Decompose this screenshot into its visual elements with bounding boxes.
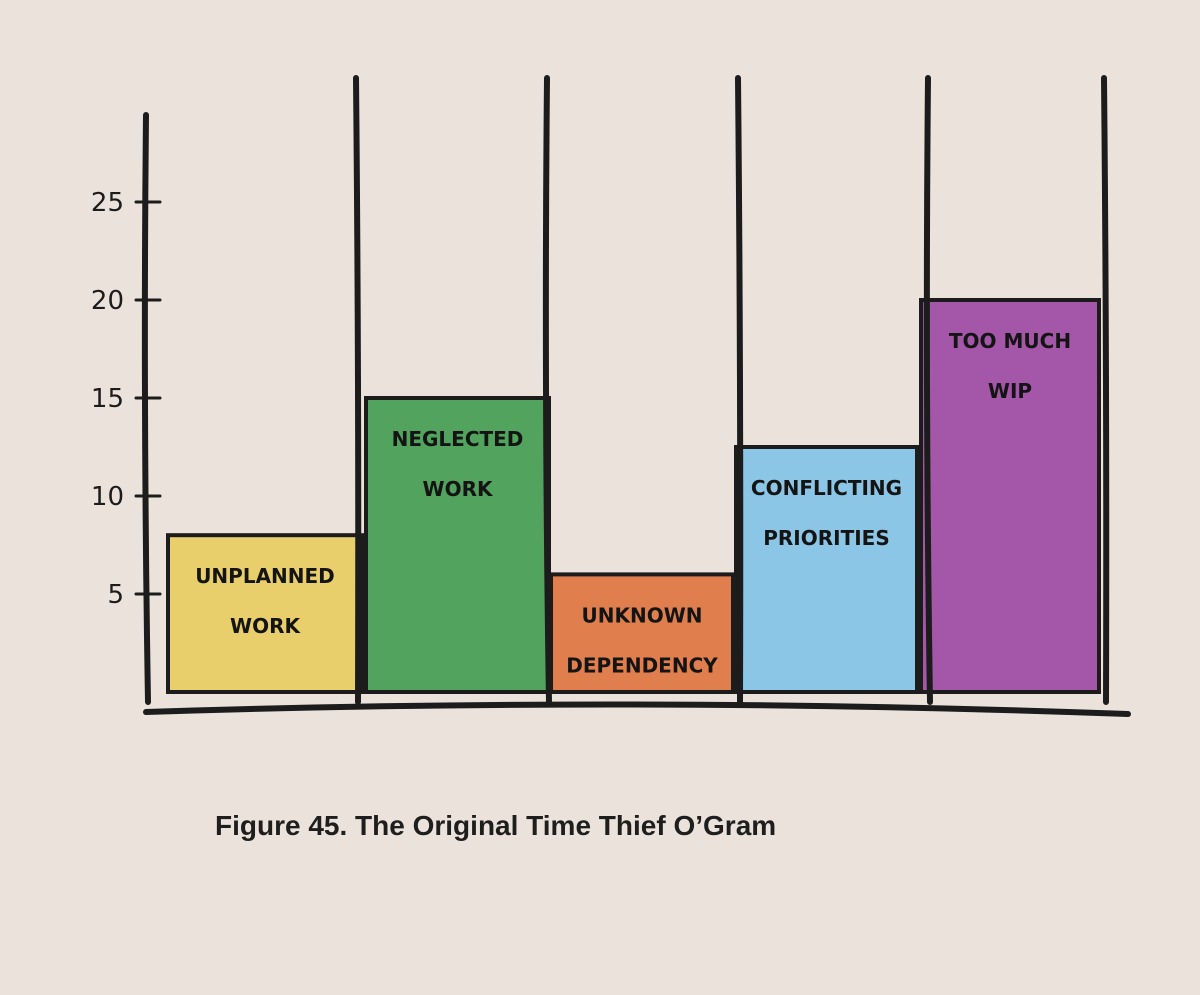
bar-label-line: UNKNOWN [581, 603, 702, 627]
bar-chart: UNPLANNED WORK NEGLECTED WORK UNKNOWN DEPENDE… [91, 75, 1131, 717]
bar-label-line: CONFLICTING [751, 476, 902, 500]
bar-label-line: WIP [988, 379, 1032, 403]
axes-group [141, 75, 1131, 717]
bar-label-line: UNPLANNED [195, 564, 335, 588]
column-divider-1 [353, 75, 362, 705]
y-tick-label-5: 5 [107, 580, 124, 610]
y-tick-label-25: 25 [91, 188, 124, 218]
y-tick-label-15: 15 [91, 384, 124, 414]
bar-5 [919, 298, 1101, 694]
y-tick-label-20: 20 [91, 286, 124, 316]
bar-label-2: NEGLECTED WORK [392, 427, 524, 501]
bar-label-line: TOO MUCH [949, 329, 1071, 353]
bar-1 [166, 533, 364, 695]
y-tick-label-10: 10 [91, 482, 124, 512]
bar-label-line: WORK [423, 477, 494, 501]
bar-3 [549, 572, 735, 695]
figure-caption: Figure 45. The Original Time Thief O’Gra… [215, 810, 776, 841]
bar-label-3: UNKNOWN DEPENDENCY [566, 603, 718, 677]
bar-label-1: UNPLANNED WORK [195, 564, 335, 638]
bar-2 [364, 396, 551, 694]
bars-group: UNPLANNED WORK NEGLECTED WORK UNKNOWN DEPENDE… [166, 298, 1101, 695]
bar-label-line: DEPENDENCY [566, 653, 718, 677]
bar-label-4: CONFLICTING PRIORITIES [751, 476, 902, 550]
bar-label-5: TOO MUCH WIP [949, 329, 1071, 403]
column-divider-2 [542, 75, 552, 705]
column-divider-5 [1101, 75, 1110, 705]
y-axis-line [141, 112, 151, 705]
bar-label-line: NEGLECTED [392, 427, 524, 451]
x-axis-line [143, 701, 1131, 717]
column-divider-4 [923, 75, 933, 705]
bar-label-line: PRIORITIES [763, 526, 890, 550]
y-axis-ticks: 5 10 15 20 25 [91, 188, 162, 610]
bar-4 [734, 445, 919, 694]
bar-label-line: WORK [230, 614, 301, 638]
column-divider-3 [735, 75, 744, 705]
